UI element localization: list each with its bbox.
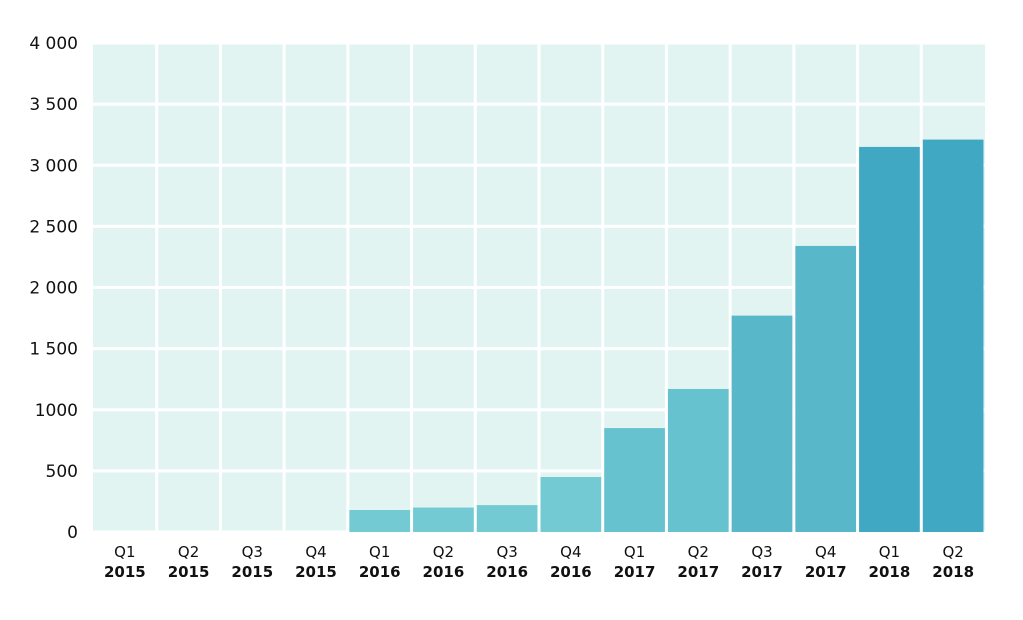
x-tick-year: 2017	[741, 563, 783, 581]
x-tick-year: 2018	[869, 563, 911, 581]
y-axis-ticks: 0 500 1000 1 500 2 000 2 500 3 000 3 500 4 000	[29, 34, 78, 543]
y-tick-label: 3 000	[29, 156, 78, 176]
x-tick-label: Q1 2016	[359, 543, 401, 581]
x-tick-label: Q2 2016	[423, 543, 465, 581]
x-tick-quarter: Q2	[942, 543, 963, 561]
x-tick-year: 2016	[486, 563, 528, 581]
x-tick-year: 2017	[614, 563, 656, 581]
bars	[349, 139, 984, 532]
y-tick-label: 3 500	[29, 95, 78, 115]
x-tick-quarter: Q2	[433, 543, 454, 561]
x-axis-ticks: Q1 2015 Q2 2015 Q3 2015 Q4 2015 Q1 2016 Q2 2016 Q3 20…	[104, 543, 974, 581]
x-tick-quarter: Q1	[369, 543, 390, 561]
x-tick-label: Q1 2017	[614, 543, 656, 581]
x-tick-label: Q4 2017	[805, 543, 847, 581]
x-tick-quarter: Q3	[751, 543, 772, 561]
x-tick-quarter: Q4	[560, 543, 581, 561]
x-tick-quarter: Q4	[815, 543, 836, 561]
bar-q1-2016	[349, 509, 411, 532]
y-tick-label: 2 500	[29, 217, 78, 237]
y-tick-label: 500	[46, 462, 78, 482]
x-tick-quarter: Q3	[496, 543, 517, 561]
bar-q4-2017	[795, 245, 857, 532]
x-tick-year: 2016	[550, 563, 592, 581]
x-tick-label: Q3 2016	[486, 543, 528, 581]
x-tick-label: Q4 2016	[550, 543, 592, 581]
x-tick-quarter: Q1	[624, 543, 645, 561]
x-tick-label: Q4 2015	[295, 543, 337, 581]
x-tick-label: Q2 2015	[168, 543, 210, 581]
x-tick-quarter: Q2	[178, 543, 199, 561]
x-tick-quarter: Q1	[879, 543, 900, 561]
y-tick-label: 0	[67, 523, 78, 543]
x-tick-year: 2015	[231, 563, 273, 581]
y-tick-label: 2 000	[29, 279, 78, 299]
bar-q4-2016	[540, 476, 602, 532]
x-tick-year: 2015	[104, 563, 146, 581]
x-tick-year: 2015	[168, 563, 210, 581]
x-tick-label: Q3 2015	[231, 543, 273, 581]
x-tick-quarter: Q2	[688, 543, 709, 561]
bar-q2-2017	[667, 388, 729, 532]
bar-q2-2018	[922, 139, 984, 532]
x-tick-year: 2018	[932, 563, 974, 581]
bar-q3-2016	[476, 505, 538, 532]
bar-q3-2017	[731, 315, 793, 532]
y-tick-label: 1000	[35, 401, 78, 421]
y-tick-label: 1 500	[29, 340, 78, 360]
x-tick-label: Q1 2015	[104, 543, 146, 581]
x-tick-label: Q2 2017	[677, 543, 719, 581]
x-tick-label: Q3 2017	[741, 543, 783, 581]
x-tick-label: Q2 2018	[932, 543, 974, 581]
x-tick-quarter: Q3	[242, 543, 263, 561]
x-tick-quarter: Q4	[305, 543, 326, 561]
gridlines	[93, 41, 985, 534]
x-tick-year: 2016	[359, 563, 401, 581]
x-tick-quarter: Q1	[114, 543, 135, 561]
bar-q1-2018	[859, 146, 920, 532]
x-tick-year: 2015	[295, 563, 337, 581]
x-tick-year: 2016	[423, 563, 465, 581]
x-tick-year: 2017	[805, 563, 847, 581]
x-tick-label: Q1 2018	[869, 543, 911, 581]
x-tick-year: 2017	[677, 563, 719, 581]
y-tick-label: 4 000	[29, 34, 78, 54]
bar-q2-2016	[413, 507, 474, 532]
bar-q1-2017	[604, 428, 665, 532]
